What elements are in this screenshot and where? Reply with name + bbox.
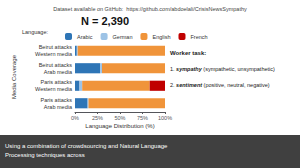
svg-text:Processing techniques across: Processing techniques across: [5, 152, 85, 158]
svg-text:Arabic: Arabic: [77, 34, 93, 40]
svg-text:Language:: Language:: [22, 29, 48, 35]
svg-text:German: German: [113, 34, 133, 40]
svg-text:Media Coverage: Media Coverage: [11, 54, 17, 99]
svg-text:Worker task:: Worker task:: [170, 50, 206, 56]
svg-text:0%: 0%: [71, 115, 79, 121]
svg-text:Arab media: Arab media: [44, 69, 73, 75]
svg-text:25%: 25%: [92, 115, 103, 121]
svg-text:Dataset available on GitHub:: Dataset available on GitHub: https://git…: [53, 6, 247, 12]
svg-text:Arab media: Arab media: [44, 104, 73, 110]
svg-text:Beirut attacks: Beirut attacks: [39, 44, 73, 50]
svg-text:2.: 2.: [170, 82, 177, 88]
svg-text:50%: 50%: [114, 115, 125, 121]
svg-text:1.: 1.: [170, 66, 177, 72]
svg-text:sentiment: sentiment: [176, 82, 203, 88]
svg-text:Western media: Western media: [35, 86, 73, 92]
svg-text:English: English: [152, 34, 170, 40]
svg-text:100%: 100%: [158, 115, 172, 121]
svg-text:Western media: Western media: [35, 51, 73, 57]
svg-text:Using a combination of crowdso: Using a combination of crowdsourcing and…: [5, 143, 168, 149]
svg-text:(sympathetic, unsympathetic): (sympathetic, unsympathetic): [202, 66, 275, 72]
svg-text:sympathy: sympathy: [176, 66, 203, 72]
svg-text:Paris attacks: Paris attacks: [41, 97, 73, 103]
svg-text:(positive, neutral, negative): (positive, neutral, negative): [202, 82, 270, 88]
svg-text:N = 2,390: N = 2,390: [81, 15, 129, 27]
svg-text:Beirut attacks: Beirut attacks: [39, 62, 73, 68]
svg-text:Language Distribution (%): Language Distribution (%): [85, 123, 154, 129]
svg-text:75%: 75%: [137, 115, 148, 121]
svg-text:French: French: [190, 34, 207, 40]
svg-text:Paris attacks: Paris attacks: [41, 79, 73, 85]
